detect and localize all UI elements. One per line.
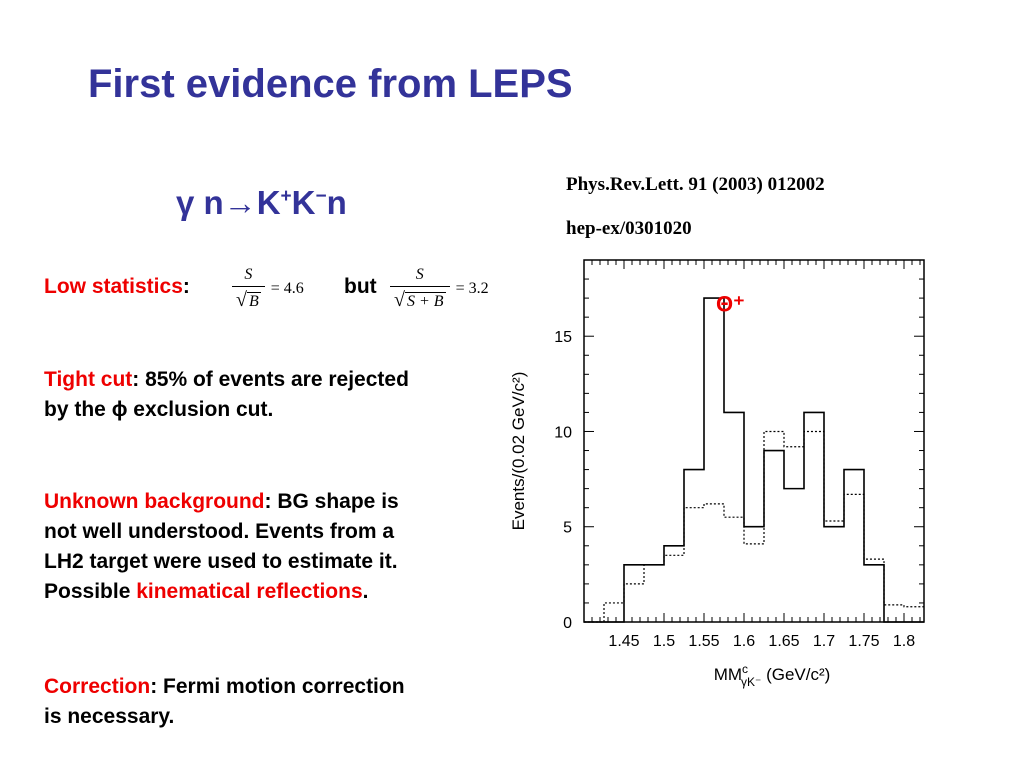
frac1-denominator: B	[246, 292, 261, 310]
kaon-minus-charge: −	[315, 186, 327, 207]
correction-text-2: is necessary.	[44, 705, 175, 728]
tight-cut-text-2b: exclusion cut.	[127, 398, 274, 421]
frac2-denominator: S + B	[404, 292, 446, 310]
tight-cut-text-1: : 85% of events are rejected	[132, 368, 409, 391]
correction-paragraph: Correction: Fermi motion correction is n…	[44, 672, 405, 732]
reference-journal: Phys.Rev.Lett. 91 (2003) 012002	[566, 174, 825, 195]
unknown-background-text-4a: Possible	[44, 580, 137, 603]
x-tick-label: 1.45	[608, 633, 639, 650]
y-tick-label: 5	[563, 520, 572, 537]
x-tick-label: 1.8	[893, 633, 915, 650]
x-tick-label: 1.5	[653, 633, 675, 650]
unknown-background-text-4b: .	[362, 580, 369, 603]
tight-cut-label: Tight cut	[44, 368, 133, 391]
unknown-background-label: Unknown background	[44, 490, 265, 513]
x-tick-label: 1.6	[733, 633, 755, 650]
slide-title: First evidence from LEPS	[88, 62, 573, 106]
x-tick-label: 1.7	[813, 633, 835, 650]
unknown-background-paragraph: Unknown background: BG shape is not well…	[44, 487, 399, 607]
kaon-minus: K	[291, 184, 316, 221]
x-axis-label: MMc γK⁻ (GeV/c²)	[714, 662, 831, 689]
plot-frame	[583, 259, 925, 623]
missing-mass-histogram: 1.45 1.5 1.55 1.6 1.65 1.7 1.75 1.8 0 5 10 15 Θ⁺ Even…	[509, 259, 925, 689]
histogram-signal-line	[584, 297, 924, 623]
y-tick-label: 10	[554, 424, 572, 441]
tight-cut-text-2a: by the	[44, 398, 112, 421]
arrow-symbol: →	[223, 184, 257, 221]
x-tick-label: 1.75	[848, 633, 879, 650]
frac1-value: = 4.6	[270, 280, 304, 297]
frac1-numerator: S	[244, 266, 253, 283]
low-statistics-label: Low statistics	[44, 275, 183, 298]
correction-text-1: : Fermi motion correction	[150, 675, 405, 698]
y-tick-label: 0	[563, 615, 572, 632]
kaon-plus-charge: +	[280, 186, 292, 207]
significance-fraction-2: S √ S + B = 3.2	[390, 266, 489, 312]
reference-arxiv: hep-ex/0301020	[566, 218, 692, 239]
kaon-plus: K	[256, 184, 281, 221]
low-statistics-line: Low statistics:	[44, 272, 190, 302]
x-tick-label: 1.55	[688, 633, 719, 650]
theta-plus-annotation: Θ⁺	[716, 291, 745, 316]
histogram-background-line	[584, 430, 924, 623]
gamma-symbol: γ	[176, 184, 195, 221]
y-tick-label: 15	[554, 329, 572, 346]
but-word: but	[344, 275, 377, 298]
x-tick-label: 1.65	[768, 633, 799, 650]
neutron-symbol: n	[194, 184, 224, 221]
correction-label: Correction	[44, 675, 151, 698]
unknown-background-text-1: : BG shape is	[264, 490, 399, 513]
frac2-value: = 3.2	[455, 280, 489, 297]
unknown-background-text-2: not well understood. Events from a	[44, 520, 395, 543]
tight-cut-paragraph: Tight cut: 85% of events are rejected by…	[44, 365, 409, 425]
low-statistics-colon: :	[182, 275, 190, 298]
reaction-equation: γ n→K+K−n	[176, 184, 347, 222]
final-neutron: n	[326, 184, 347, 221]
frac2-numerator: S	[415, 266, 424, 283]
significance-fraction-1: S √ B = 4.6	[232, 266, 304, 312]
kinematical-reflections-text: kinematical reflections	[136, 580, 363, 603]
y-axis-label: Events/(0.02 GeV/c²)	[509, 372, 528, 531]
unknown-background-text-3: LH2 target were used to estimate it.	[44, 550, 398, 573]
phi-symbol: ϕ	[111, 398, 128, 421]
